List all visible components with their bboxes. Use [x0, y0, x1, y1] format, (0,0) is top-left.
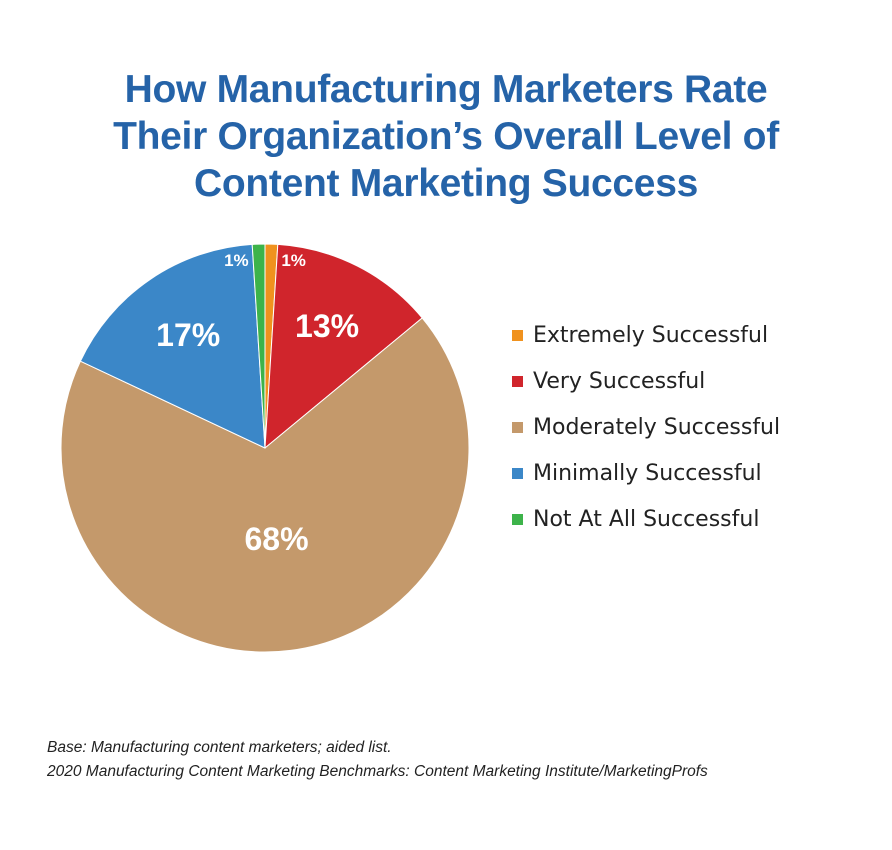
legend-label: Not At All Successful: [533, 506, 760, 532]
chart-title: How Manufacturing Marketers Rate Their O…: [0, 66, 892, 207]
pie-slice-not-at-all-successful: [251, 243, 266, 449]
pie-label-very-successful: 13%: [295, 308, 359, 344]
legend-swatch: [512, 513, 523, 525]
legend-swatch: [512, 375, 523, 387]
chart-title-line: Their Organization’s Overall Level of: [113, 115, 779, 158]
legend-label: Very Successful: [533, 368, 706, 394]
legend-swatch: [512, 467, 523, 479]
legend-item-very-successful: Very Successful: [512, 358, 882, 404]
legend-item-moderately-successful: Moderately Successful: [512, 404, 882, 450]
legend-item-not-at-all-successful: Not At All Successful: [512, 496, 882, 542]
pie-label-minimally-successful: 17%: [156, 317, 220, 353]
pie-label-moderately-successful: 68%: [244, 521, 308, 557]
pie-slice-minimally-successful: [79, 243, 266, 449]
legend-label: Minimally Successful: [533, 460, 762, 486]
footnote-base: Base: Manufacturing content marketers; a…: [47, 739, 392, 756]
footnote: Base: Manufacturing content marketers; a…: [47, 736, 877, 784]
legend-swatch: [512, 421, 523, 433]
legend-label: Extremely Successful: [533, 322, 769, 348]
legend-label: Moderately Successful: [533, 414, 781, 440]
pie-label-extremely-successful: 1%: [281, 251, 306, 270]
legend-item-extremely-successful: Extremely Successful: [512, 312, 882, 358]
pie-slice-moderately-successful: [60, 317, 470, 653]
legend-swatch: [512, 329, 523, 341]
footnote-source: 2020 Manufacturing Content Marketing Ben…: [47, 763, 708, 780]
pie-slice-very-successful: [264, 243, 423, 450]
chart-title-line: Content Marketing Success: [194, 162, 698, 205]
chart-title-line: How Manufacturing Marketers Rate: [124, 68, 768, 111]
legend: Extremely Successful Very Successful Mod…: [512, 312, 882, 542]
pie-label-not-at-all-successful: 1%: [224, 251, 249, 270]
legend-item-minimally-successful: Minimally Successful: [512, 450, 882, 496]
